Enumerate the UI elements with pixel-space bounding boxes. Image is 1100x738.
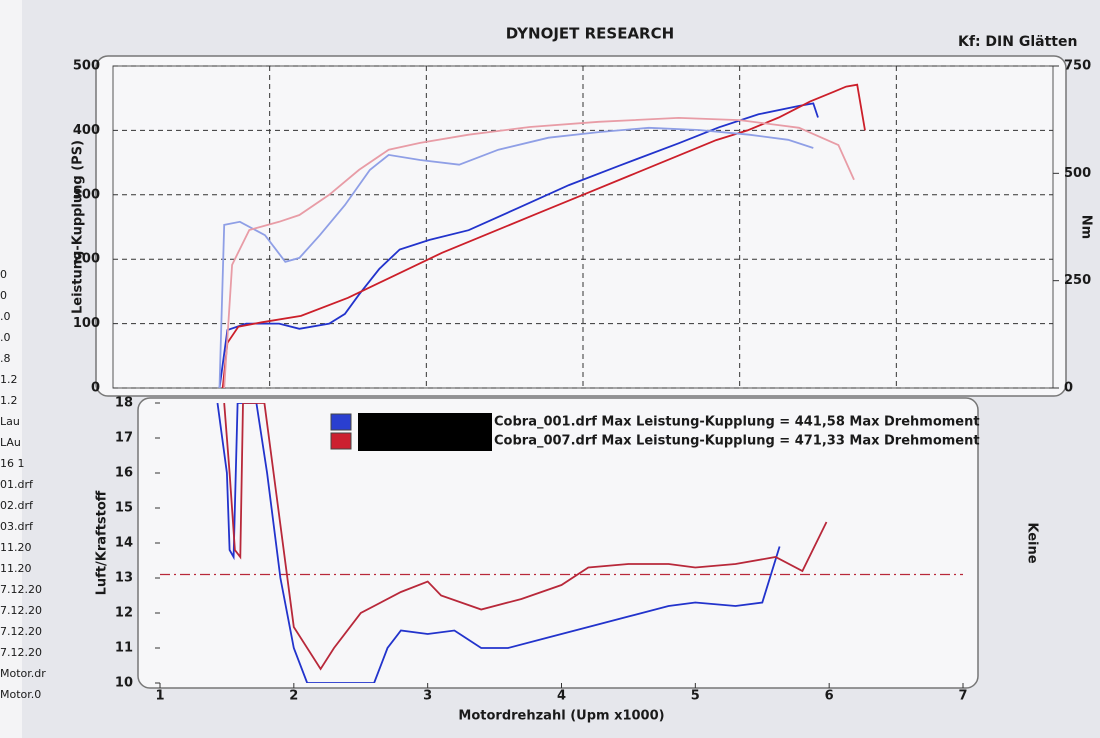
sidebar-item: 1.2 bbox=[0, 373, 18, 386]
sidebar-item: LAu bbox=[0, 436, 21, 449]
sidebar-item: 7.12.20 bbox=[0, 646, 42, 659]
series-line bbox=[218, 102, 819, 388]
legend-label: Cobra_001.drf Max Leistung-Kupplung = 44… bbox=[494, 415, 980, 430]
y2-tick-label: 500 bbox=[1064, 166, 1091, 181]
sidebar-item: 7.12.20 bbox=[0, 604, 42, 617]
y2-axis-label: Keine bbox=[1025, 522, 1040, 563]
title: DYNOJET RESEARCH bbox=[506, 25, 674, 43]
y-tick-label: 300 bbox=[73, 187, 100, 202]
x-tick-label: 7 bbox=[958, 689, 967, 704]
y-tick-label: 400 bbox=[73, 123, 100, 138]
y-tick-label: 13 bbox=[115, 571, 133, 586]
top-frame bbox=[95, 55, 1067, 397]
x-tick-label: 4 bbox=[557, 689, 566, 704]
sidebar-item: .0 bbox=[0, 331, 11, 344]
y-tick-label: 0 bbox=[91, 381, 100, 396]
sidebar-item: 02.drf bbox=[0, 499, 34, 512]
sidebar-item: 01.drf bbox=[0, 478, 34, 491]
sidebar bbox=[0, 0, 22, 738]
x-tick-label: 3 bbox=[423, 689, 432, 704]
y-tick-label: 15 bbox=[115, 501, 133, 516]
sidebar-item: 0 bbox=[0, 289, 7, 302]
legend-label: Cobra_007.drf Max Leistung-Kupplung = 47… bbox=[494, 434, 980, 449]
y-tick-label: 16 bbox=[115, 466, 133, 481]
sidebar-item: .8 bbox=[0, 352, 11, 365]
x-tick-label: 6 bbox=[825, 689, 834, 704]
legend-swatch bbox=[330, 413, 352, 431]
series-line bbox=[221, 83, 866, 388]
y-tick-label: 18 bbox=[115, 396, 133, 411]
x-tick-label: 1 bbox=[155, 689, 164, 704]
series-line bbox=[216, 403, 781, 683]
sidebar-item: Motor.0 bbox=[0, 688, 41, 701]
y-tick-label: 14 bbox=[115, 536, 133, 551]
y-tick-label: 10 bbox=[115, 676, 133, 691]
x-tick-label: 2 bbox=[289, 689, 298, 704]
y-axis-label: Luft/Kraftstoff bbox=[95, 490, 110, 595]
y2-tick-label: 750 bbox=[1064, 59, 1091, 74]
y-tick-label: 200 bbox=[73, 252, 100, 267]
y-tick-label: 100 bbox=[73, 316, 100, 331]
legend-swatch bbox=[330, 432, 352, 450]
y2-tick-label: 250 bbox=[1064, 273, 1091, 288]
series-line bbox=[218, 126, 814, 388]
sidebar-item: 1.2 bbox=[0, 394, 18, 407]
x-axis-label: Motordrehzahl (Upm x1000) bbox=[458, 709, 664, 724]
sidebar-item: Lau bbox=[0, 415, 20, 428]
sidebar-item: 7.12.20 bbox=[0, 583, 42, 596]
y-tick-label: 17 bbox=[115, 431, 133, 446]
sidebar-item: 16 1 bbox=[0, 457, 25, 470]
series-line bbox=[223, 403, 828, 671]
y2-axis-label: Nm bbox=[1079, 215, 1094, 239]
y-tick-label: 500 bbox=[73, 59, 100, 74]
y-axis-label: Leistung-Kupplung (PS) bbox=[71, 140, 86, 314]
y-tick-label: 12 bbox=[115, 606, 133, 621]
redaction bbox=[358, 413, 492, 451]
x-tick-label: 5 bbox=[691, 689, 700, 704]
sidebar-item: Motor.dr bbox=[0, 667, 46, 680]
sidebar-item: 11.20 bbox=[0, 562, 32, 575]
y-tick-label: 11 bbox=[115, 641, 133, 656]
sidebar-item: 03.drf bbox=[0, 520, 34, 533]
sidebar-item: 0 bbox=[0, 268, 7, 281]
bottom-frame bbox=[137, 397, 979, 689]
sidebar-item: 7.12.20 bbox=[0, 625, 42, 638]
series-line bbox=[223, 116, 855, 388]
sidebar-item: 11.20 bbox=[0, 541, 32, 554]
y2-tick-label: 0 bbox=[1064, 381, 1073, 396]
settings: Kf: DIN Glätten bbox=[958, 34, 1077, 50]
sidebar-item: .0 bbox=[0, 310, 11, 323]
